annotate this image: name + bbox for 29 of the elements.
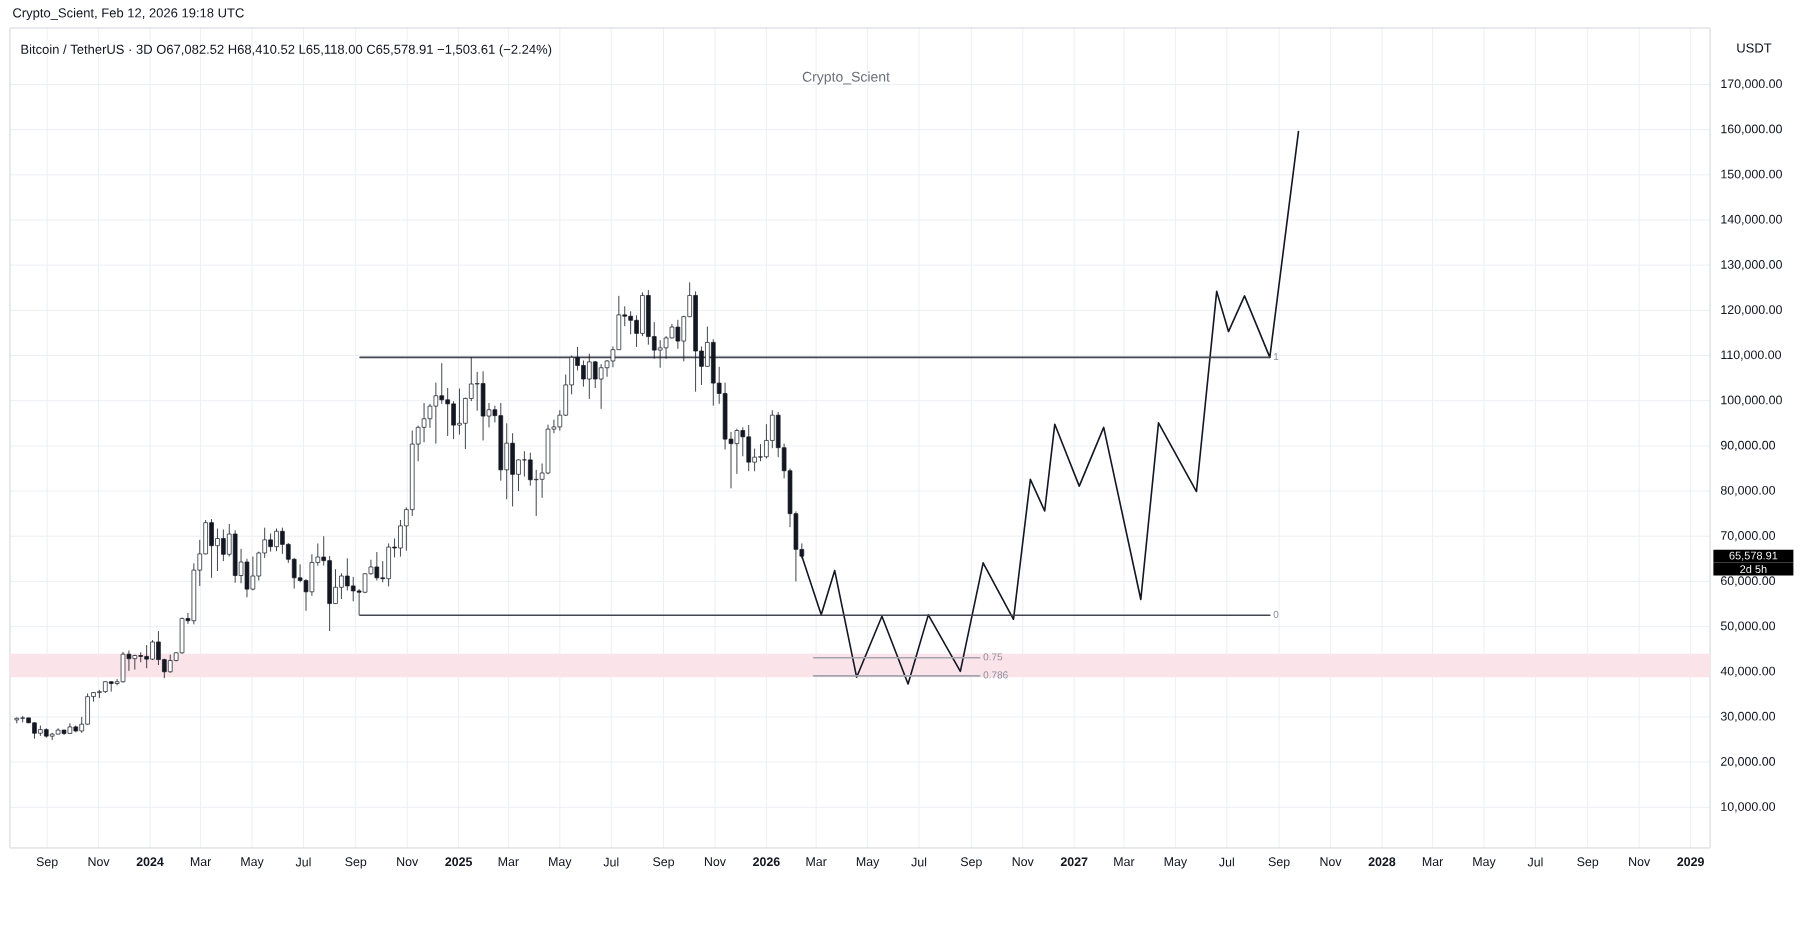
candlestick — [156, 630, 161, 666]
candlestick — [474, 371, 480, 412]
candlestick — [711, 338, 716, 407]
candlestick — [504, 422, 509, 500]
candlestick — [657, 339, 663, 369]
candlestick — [480, 370, 486, 441]
candlestick — [167, 654, 173, 674]
candlestick — [522, 450, 527, 478]
candlestick — [108, 680, 114, 693]
candlestick — [179, 617, 185, 655]
candlestick — [250, 556, 256, 591]
candlestick — [132, 654, 138, 670]
candlestick — [746, 424, 751, 472]
candlestick — [587, 353, 592, 400]
candlestick — [386, 543, 391, 587]
candlestick — [85, 693, 90, 726]
candlestick — [268, 533, 273, 553]
candlestick — [144, 644, 149, 669]
candlestick — [232, 529, 238, 584]
candlestick — [215, 528, 220, 572]
candlestick — [120, 651, 126, 684]
candlestick — [209, 518, 214, 579]
candlestick — [598, 363, 604, 410]
candlestick — [138, 651, 144, 663]
candlestick — [374, 551, 380, 581]
candlestick — [280, 527, 285, 555]
candlestick — [274, 528, 279, 552]
candlestick — [675, 319, 681, 350]
candlestick — [333, 568, 338, 605]
